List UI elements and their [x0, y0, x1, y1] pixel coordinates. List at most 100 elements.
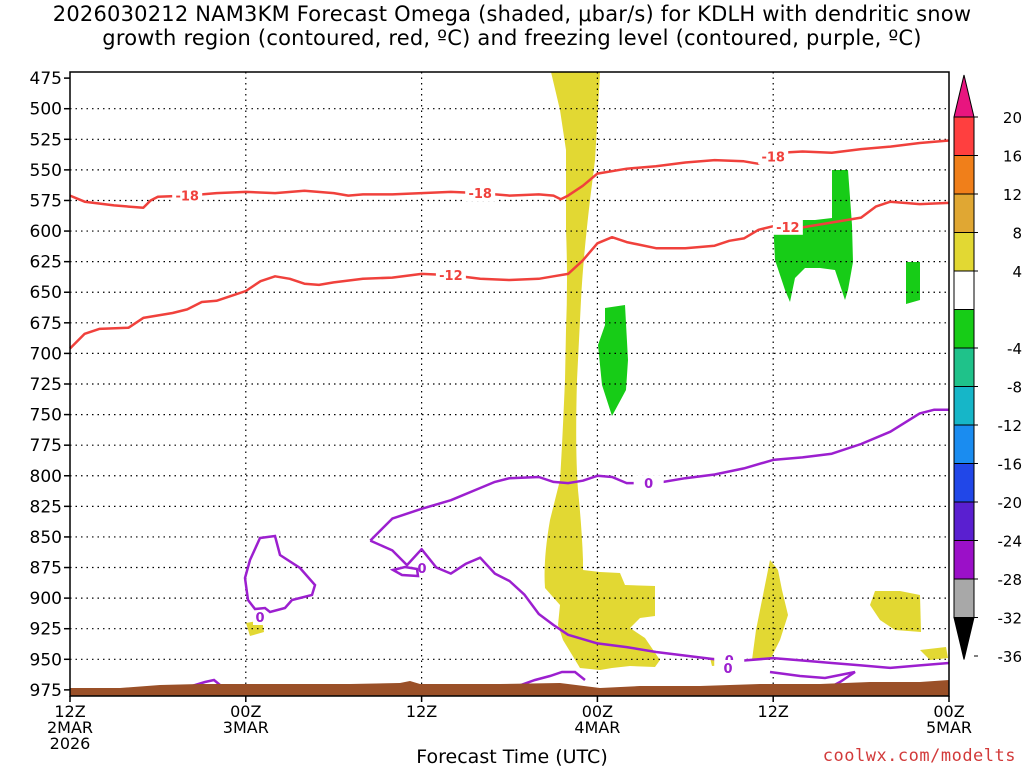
- y-tick-label: 525: [30, 130, 62, 150]
- contour-label-bg: [435, 267, 466, 284]
- colorbar-segment: [953, 578, 975, 618]
- omega-plus4-c: [870, 591, 921, 632]
- plot-area: [70, 72, 949, 696]
- site-credit: coolwx.com/modelts: [822, 746, 1016, 766]
- colorbar-label: -20: [998, 494, 1023, 512]
- omega-minus4-b: [773, 170, 853, 302]
- colorbar-segment: [953, 463, 975, 503]
- colorbar-label: 16: [1003, 148, 1022, 166]
- contour-label-bg: [465, 185, 496, 202]
- colorbar-segment: [953, 347, 975, 387]
- contour-label: -18: [761, 150, 785, 165]
- colorbar-segment: [953, 155, 975, 195]
- y-tick-label: 800: [30, 467, 62, 487]
- colorbar: 20 16 12 8 4 -4 -8 -12 -16 -20 -24 -28 -32 -36: [953, 74, 1023, 666]
- y-tick-label: 825: [30, 497, 62, 517]
- colorbar-label: -12: [998, 417, 1023, 435]
- colorbar-label: -4: [1007, 340, 1022, 358]
- omega-minus4-c: [906, 262, 920, 304]
- chart-title: 2026030212 NAM3KM Forecast Omega (shaded…: [52, 2, 972, 50]
- colorbar-segment: [953, 540, 975, 580]
- contour-label-bg: [253, 609, 267, 625]
- x-tick-label: 5MAR: [926, 718, 972, 737]
- y-tick-label: 775: [30, 436, 62, 456]
- contour-label-bg: [772, 218, 803, 235]
- contour-labels: -18-18-18-12-1200000: [172, 148, 803, 677]
- colorbar-label: -32: [998, 610, 1023, 628]
- omega-minus4-a: [598, 305, 628, 416]
- y-tick-label: 475: [30, 69, 62, 89]
- contour-label: 0: [417, 562, 426, 577]
- y-tick-label: 700: [30, 344, 62, 364]
- contour-label: -12: [439, 269, 463, 284]
- contour-label: -18: [175, 190, 199, 205]
- contour-label-bg: [633, 475, 664, 492]
- y-tick-label: 650: [30, 283, 62, 303]
- colorbar-label: -28: [998, 571, 1023, 589]
- contour-label-bg: [758, 148, 789, 165]
- x-axis-label: Forecast Time (UTC): [416, 746, 608, 768]
- x-tick-label: 00Z: [230, 702, 261, 721]
- colorbar-label: -8: [1007, 379, 1022, 397]
- y-tick-label: 625: [30, 253, 62, 273]
- colorbar-segment: [953, 386, 975, 426]
- colorbar-label: 8: [1012, 225, 1022, 243]
- contour-label: -18: [468, 187, 492, 202]
- colorbar-label: -16: [998, 456, 1023, 474]
- x-tick-label: 00Z: [582, 702, 613, 721]
- contour-label: 0: [255, 611, 264, 626]
- x-tick-label: 3MAR: [223, 718, 269, 737]
- colorbar-segment: [953, 309, 975, 349]
- colorbar-segment: [953, 424, 975, 464]
- y-axis-ticks: 475 500 525 550 575 600 625 650 675 700 725 750 775 8…: [30, 69, 70, 701]
- colorbar-segment: [953, 501, 975, 541]
- freezing-level-lower: [369, 539, 950, 670]
- contour-label-bg: [172, 187, 203, 204]
- colorbar-segment: [953, 232, 975, 272]
- colorbar-bottom-arrow: [953, 617, 975, 660]
- x-tick-label: 2026: [50, 734, 91, 753]
- y-tick-label: 875: [30, 559, 62, 579]
- colorbar-segment: [953, 193, 975, 233]
- freezing-level-bottom-b: [517, 670, 586, 688]
- plot-frame: [69, 71, 950, 697]
- freezing-level-small-left: [389, 565, 420, 578]
- y-tick-label: 725: [30, 375, 62, 395]
- y-tick-label: 575: [30, 191, 62, 211]
- colorbar-label: 12: [1003, 186, 1022, 204]
- colorbar-top-arrow: [953, 74, 975, 118]
- x-tick-label: 2MAR: [47, 718, 93, 737]
- ground-surface: [70, 680, 949, 696]
- y-tick-label: 675: [30, 314, 62, 334]
- contour-label: 0: [644, 477, 653, 492]
- y-tick-label: 850: [30, 528, 62, 548]
- colorbar-label: 20: [1003, 109, 1022, 127]
- omega-plus4-b: [752, 560, 788, 660]
- y-tick-label: 925: [30, 620, 62, 640]
- x-tick-label: 4MAR: [574, 718, 620, 737]
- dendritic-minus12: [69, 200, 950, 350]
- y-tick-label: 550: [30, 161, 62, 181]
- freezing-level-loop-left: [243, 534, 317, 614]
- x-tick-label: 12Z: [54, 702, 85, 721]
- colorbar-segment: [953, 116, 975, 156]
- colorbar-label: -24: [998, 533, 1023, 551]
- contour-label-bg: [721, 660, 735, 676]
- omega-plus4-main: [544, 72, 660, 670]
- y-tick-label: 900: [30, 589, 62, 609]
- x-tick-label: 12Z: [406, 702, 437, 721]
- freezing-level-main: [369, 408, 949, 542]
- y-tick-label: 600: [30, 222, 62, 242]
- y-tick-label: 975: [30, 681, 62, 701]
- colorbar-label: 4: [1012, 263, 1022, 281]
- y-tick-label: 750: [30, 406, 62, 426]
- horizontal-gridlines: [70, 108, 949, 660]
- y-tick-label: 500: [30, 100, 62, 120]
- omega-plus4-d: [920, 647, 948, 660]
- x-tick-label: 00Z: [933, 702, 964, 721]
- contour-label: 0: [723, 662, 732, 677]
- y-tick-label: 950: [30, 650, 62, 670]
- contour-label: -12: [776, 221, 800, 236]
- colorbar-label: -36: [998, 648, 1023, 666]
